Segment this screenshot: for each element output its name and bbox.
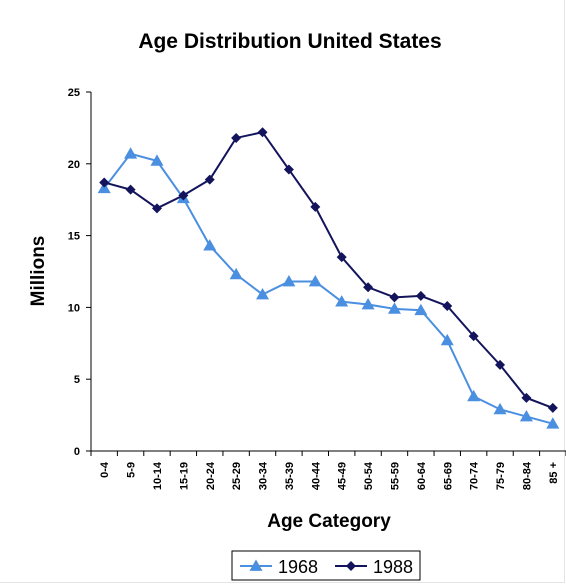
- data-point: [229, 267, 243, 280]
- x-tick-label: 0-4: [99, 461, 111, 478]
- x-tick-label: 50-54: [363, 461, 375, 490]
- data-point: [440, 333, 454, 346]
- legend-marker: [249, 559, 263, 571]
- data-point: [468, 331, 479, 342]
- data-point: [204, 174, 215, 185]
- data-point: [257, 127, 268, 138]
- data-point: [414, 303, 428, 316]
- data-point: [387, 302, 401, 314]
- data-point: [178, 190, 189, 201]
- data-point: [546, 417, 560, 429]
- chart-title: Age Distribution United States: [138, 30, 441, 53]
- legend-items: 1968 1988: [240, 557, 413, 577]
- data-point: [363, 282, 374, 293]
- x-tick-label: 65-69: [442, 462, 454, 490]
- y-tick-label: 10: [68, 302, 80, 314]
- axes: [86, 91, 566, 456]
- data-point: [547, 402, 558, 413]
- data-point: [442, 300, 453, 311]
- x-tick-labels: 0-4 5-9 10-14 15-19 20-24 25-29 30-34 35-39 40-4…: [99, 461, 560, 490]
- data-point: [124, 147, 138, 159]
- data-point: [335, 295, 349, 307]
- legend-item-1968: 1968: [240, 557, 318, 577]
- x-tick-label: 20-24: [205, 461, 217, 490]
- y-tick-label: 20: [68, 159, 80, 171]
- x-tick-label: 75-79: [495, 462, 507, 490]
- data-point: [282, 275, 296, 287]
- data-point: [150, 154, 164, 166]
- data-point: [256, 287, 270, 300]
- data-point: [519, 410, 533, 422]
- data-point: [283, 164, 294, 175]
- y-tick-label: 0: [74, 446, 80, 458]
- data-point: [415, 290, 426, 301]
- series-line-1968: [103, 152, 554, 425]
- x-tick-label: 15-19: [178, 462, 190, 490]
- x-axis-title: Age Category: [267, 511, 391, 532]
- data-point: [336, 252, 347, 263]
- y-axis-title: Millions: [28, 236, 49, 307]
- data-point: [521, 392, 532, 403]
- data-point: [151, 203, 162, 214]
- series-line-1988: [103, 131, 554, 409]
- data-point: [493, 402, 507, 415]
- data-point: [361, 298, 375, 310]
- x-tick-label: 30-34: [258, 461, 270, 490]
- legend-label: 1968: [278, 557, 318, 577]
- series-1988: [99, 127, 558, 413]
- series-layer: [97, 127, 560, 429]
- x-tick-label: 5-9: [126, 462, 138, 478]
- x-tick-label: 70-74: [469, 461, 481, 490]
- legend-label: 1988: [373, 557, 413, 577]
- x-tick-label: 45-49: [337, 462, 349, 490]
- x-tick-label: 25-29: [231, 462, 243, 490]
- data-point: [467, 389, 481, 402]
- data-point: [231, 132, 242, 143]
- x-tick-label: 80-84: [521, 461, 533, 490]
- data-point: [125, 184, 136, 195]
- data-point: [495, 359, 506, 370]
- series-1968: [97, 147, 560, 429]
- x-tick-label: 85 +: [548, 462, 560, 484]
- data-point: [203, 239, 217, 251]
- x-tick-label: 35-39: [284, 462, 296, 490]
- y-tick-labels: 0 5 10 15 20 25: [68, 87, 80, 458]
- data-point: [308, 275, 322, 287]
- legend-item-1988: 1988: [335, 557, 413, 577]
- legend: 1968 1988: [231, 550, 421, 581]
- data-point: [389, 292, 400, 303]
- y-tick-label: 5: [74, 374, 80, 386]
- x-tick-label: 55-59: [389, 462, 401, 490]
- x-tick-label: 10-14: [152, 461, 164, 490]
- data-point: [99, 177, 110, 188]
- x-tick-label: 60-64: [416, 461, 428, 490]
- y-tick-label: 15: [68, 231, 80, 243]
- x-tick-label: 40-44: [310, 461, 322, 490]
- data-point: [310, 201, 321, 212]
- y-tick-label: 25: [68, 87, 80, 99]
- legend-marker: [346, 561, 356, 571]
